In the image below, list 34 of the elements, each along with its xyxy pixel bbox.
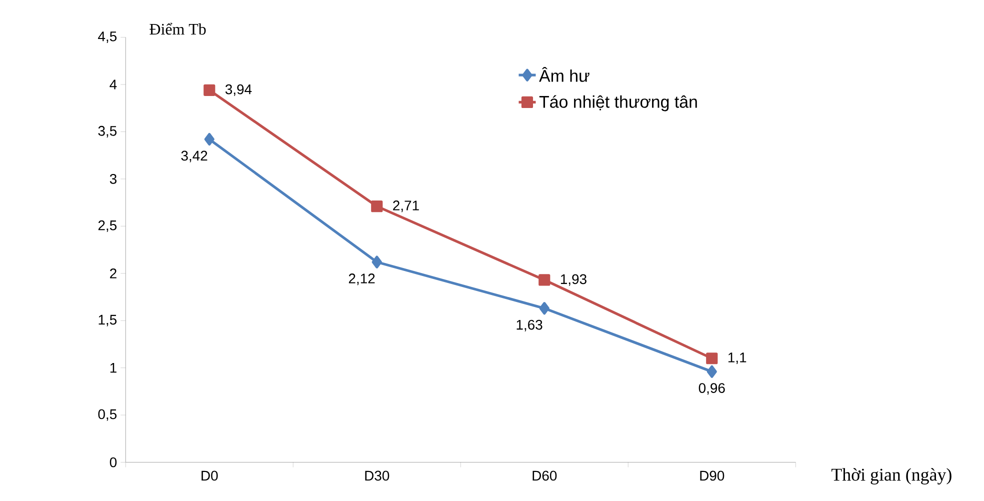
y-tick-label: 3 xyxy=(110,174,116,184)
legend-label: Âm hư xyxy=(539,66,590,82)
y-axis-title: Điểm Tb xyxy=(150,22,206,35)
legend-label: Táo nhiệt thương tân xyxy=(539,95,697,112)
x-axis-title: Thời gian (ngày) xyxy=(831,468,952,484)
point xyxy=(204,132,214,146)
x-tick-label: D30 xyxy=(365,470,390,481)
y-tick-label: 4 xyxy=(110,80,117,90)
point xyxy=(371,200,383,212)
point xyxy=(372,256,382,268)
point xyxy=(204,84,216,96)
y-tick-label: 1,5 xyxy=(98,314,117,326)
data-label: 2,12 xyxy=(348,274,375,286)
data-label: 0,96 xyxy=(698,383,725,395)
x-tick-label: D60 xyxy=(532,470,557,481)
point xyxy=(538,274,550,286)
y-tick-label: 0 xyxy=(110,457,117,468)
x-tick-label: D90 xyxy=(700,470,724,481)
point xyxy=(706,352,718,364)
y-tick-label: 3,5 xyxy=(98,126,117,138)
data-label: 1,63 xyxy=(516,320,542,332)
data-label: 3,42 xyxy=(181,150,208,162)
point xyxy=(539,302,550,315)
x-tick-label: D0 xyxy=(202,470,218,481)
data-label: 3,94 xyxy=(225,84,252,96)
data-label: 1,93 xyxy=(560,274,586,286)
data-label: 1,1 xyxy=(728,352,746,364)
y-tick-label: 2 xyxy=(110,268,116,278)
data-label: 2,71 xyxy=(393,200,419,212)
y-tick-label: 0,5 xyxy=(98,409,117,421)
y-tick-label: 4,5 xyxy=(98,32,117,43)
y-tick-label: 1 xyxy=(110,363,116,373)
point xyxy=(706,365,717,378)
y-tick-label: 2,5 xyxy=(98,220,117,232)
